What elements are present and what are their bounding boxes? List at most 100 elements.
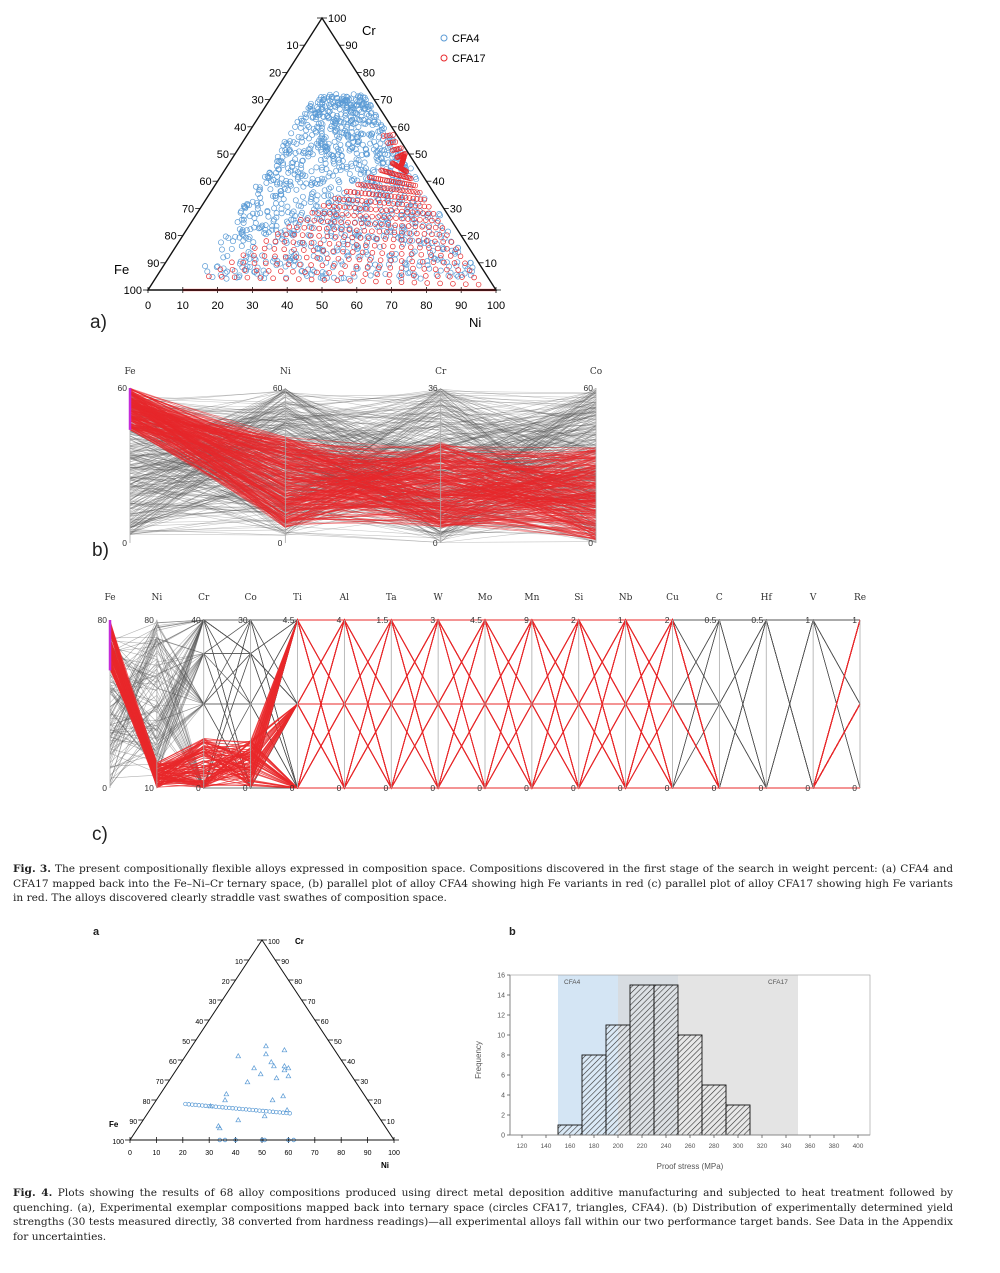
axis-min-label: 0: [243, 783, 248, 793]
cfa4-point: [308, 243, 315, 250]
cfa4-point: [409, 198, 416, 205]
cfa17-point: [283, 275, 289, 282]
y-tick-label: 6: [501, 1073, 505, 1080]
cfa17-point: [390, 236, 397, 243]
cfa17-point: [338, 219, 344, 225]
cfa17-point: [414, 209, 421, 216]
cfa17-point: [317, 240, 324, 247]
axis-max-label: 2: [571, 615, 576, 625]
cfa4-point: [346, 170, 353, 177]
cfa17-point: [411, 189, 417, 195]
cfa17-point: [320, 202, 327, 209]
cfa4-point: [244, 202, 251, 209]
cfa17-point: [399, 208, 405, 215]
cfa4-point: [358, 206, 365, 213]
cfa4-point: [339, 214, 346, 221]
tick-label-cr: 100: [268, 939, 280, 946]
cfa4-sample: [251, 1064, 257, 1071]
cfa4-point: [338, 258, 345, 265]
fig4-ternary-plot: 0 10 10 10 20 20 20 30 30 30 40 40 40 50 50 50 60 60 60 70 7…: [109, 937, 400, 1170]
cfa4-point: [280, 181, 287, 188]
cfa4-point: [333, 244, 340, 251]
cfa17-point: [345, 219, 351, 226]
cfa17-point: [355, 181, 361, 188]
tick-label-cr: 20: [467, 231, 479, 243]
cfa4-point: [320, 114, 327, 121]
cfa4-point: [285, 220, 292, 227]
cfa17-point: [405, 216, 411, 222]
cfa4-point: [302, 172, 309, 179]
red-variant-line: [129, 428, 597, 524]
cfa4-point: [356, 162, 363, 168]
cfa4-point: [328, 100, 334, 107]
cfa4-point: [358, 113, 365, 120]
gray-variant-line: [129, 408, 597, 435]
cfa17-point: [373, 278, 379, 285]
cfa4-point: [332, 120, 339, 127]
cfa17-point: [359, 198, 365, 204]
cfa17-point: [410, 182, 416, 188]
gray-variant-line: [129, 391, 597, 474]
red-variant-line: [129, 426, 597, 479]
cfa4-point: [290, 159, 297, 166]
cfa17-point: [275, 231, 281, 237]
cfa17-point: [393, 186, 400, 193]
cfa4-point: [356, 138, 363, 145]
cfa4-point: [367, 110, 374, 117]
cfa17-sample: [186, 1102, 191, 1107]
cfa4-point: [257, 194, 264, 201]
red-variant-line: [129, 416, 597, 485]
cfa4-point: [218, 239, 224, 246]
cfa4-point: [299, 158, 306, 164]
tick-label-cr: 30: [360, 1079, 368, 1086]
cfa17-point: [343, 188, 350, 195]
cfa17-point: [429, 217, 435, 224]
cfa4-point: [223, 275, 230, 282]
cfa17-point: [369, 228, 375, 234]
cfa17-point: [409, 209, 416, 216]
cfa4-point: [364, 219, 370, 226]
tick-label-fe: 50: [217, 149, 229, 161]
cfa17-point: [390, 200, 396, 207]
cfa17-point: [444, 232, 450, 238]
y-tick-label: 4: [501, 1093, 505, 1100]
cfa17-point: [398, 161, 405, 168]
cfa17-point: [466, 267, 473, 274]
tick-label-fe: 40: [195, 1019, 203, 1026]
histogram-bar: [557, 1124, 583, 1136]
fig3-caption-text: The present compositionally flexible all…: [13, 863, 953, 904]
cfa17-point: [359, 249, 366, 256]
cfa17-point: [291, 231, 298, 238]
fig3-parallel-plot-cfa4: Fe 60 0 Ni 60 0 Cr 36 0 Co 60 0: [118, 367, 603, 548]
cfa17-point: [350, 270, 357, 277]
cfa17-point: [417, 189, 423, 196]
cfa17-point: [395, 179, 401, 186]
tick-label-ni: 50: [316, 300, 328, 312]
cfa17-point: [358, 182, 364, 188]
cfa17-point: [378, 184, 385, 191]
cfa4-point: [204, 268, 211, 275]
cfa17-point: [331, 203, 337, 210]
cfa17-point: [376, 264, 382, 271]
cfa4-point: [298, 134, 305, 141]
cfa17-point: [283, 231, 289, 238]
cfa4-point: [379, 129, 386, 136]
cfa4-point: [362, 145, 369, 152]
cfa17-point: [399, 244, 405, 250]
tick-label-cr: 90: [345, 40, 357, 52]
cfa17-sample: [183, 1101, 188, 1107]
cfa4-point: [257, 186, 264, 193]
axis-max-label: 36: [428, 383, 438, 393]
cfa4-point: [307, 145, 314, 152]
cfa4-point: [335, 100, 341, 107]
cfa4-point: [340, 275, 347, 282]
cfa4-point: [380, 159, 387, 166]
cfa17-point: [251, 260, 258, 266]
cfa4-point: [360, 223, 367, 230]
cfa17-point: [410, 265, 416, 272]
cfa17-point: [390, 132, 396, 138]
cfa4-point: [266, 243, 273, 250]
cfa4-point: [249, 198, 256, 205]
cfa17-point: [475, 281, 482, 288]
cfa4-point: [437, 255, 444, 262]
